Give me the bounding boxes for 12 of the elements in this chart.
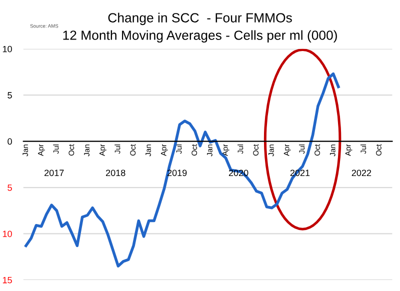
y-tick-label: 15 — [2, 277, 12, 284]
annotation: 2017 — [44, 170, 64, 176]
line-series — [24, 72, 340, 268]
annotation: 2022 — [352, 170, 372, 176]
chart-subtitle: 12 Month Moving Averages - Cells per ml (000) — [63, 30, 337, 43]
y-tick-label: 5 — [8, 184, 12, 191]
y-tick-label: 0 — [8, 138, 12, 145]
annotation: 2018 — [106, 170, 126, 176]
y-tick-label: 5 — [8, 92, 12, 98]
chart-title: Change in SCC - Four FMMOs — [108, 12, 292, 26]
y-tick-label: 10 — [2, 46, 12, 52]
y-tick-label: 10 — [2, 230, 12, 238]
